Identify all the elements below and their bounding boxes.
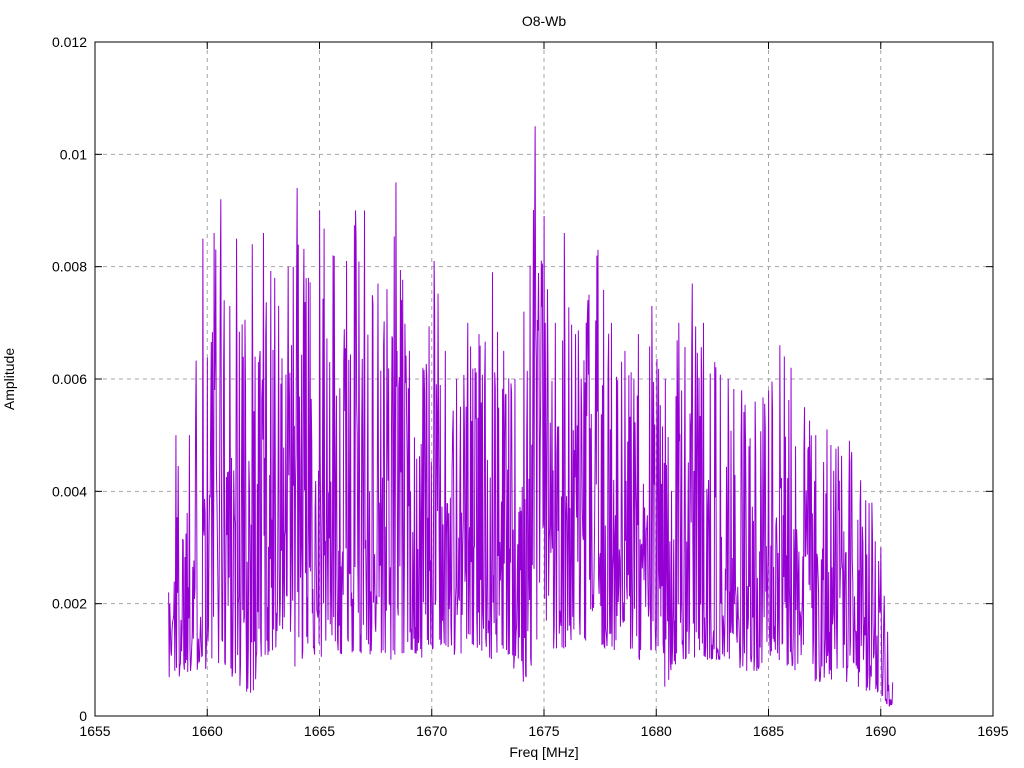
y-tick-label: 0.008 (52, 259, 87, 275)
x-tick-label: 1690 (865, 723, 896, 739)
y-tick-labels: 0 0.002 0.004 0.006 0.008 0.01 0.012 (52, 34, 87, 724)
x-tick-label: 1680 (641, 723, 672, 739)
x-tick-label: 1670 (416, 723, 447, 739)
y-tick-label: 0.006 (52, 371, 87, 387)
x-tick-label: 1695 (977, 723, 1008, 739)
x-axis-label: Freq [MHz] (509, 744, 578, 760)
y-tick-label: 0.012 (52, 34, 87, 50)
x-tick-label: 1655 (79, 723, 110, 739)
x-tick-labels: 1655 1660 1665 1670 1675 1680 1685 1690 1695 (79, 723, 1008, 739)
signal-trace (168, 126, 894, 707)
plot-border (94, 41, 994, 717)
y-tick-label: 0 (79, 708, 87, 724)
y-tick-label: 0.004 (52, 483, 87, 499)
x-tick-label: 1660 (192, 723, 223, 739)
x-tick-label: 1675 (528, 723, 559, 739)
x-tick-label: 1665 (304, 723, 335, 739)
y-tick-label: 0.002 (52, 596, 87, 612)
y-tick-label: 0.01 (60, 146, 87, 162)
chart-title: O8-Wb (522, 13, 567, 29)
y-axis-label: Amplitude (1, 348, 17, 410)
x-tick-label: 1685 (753, 723, 784, 739)
